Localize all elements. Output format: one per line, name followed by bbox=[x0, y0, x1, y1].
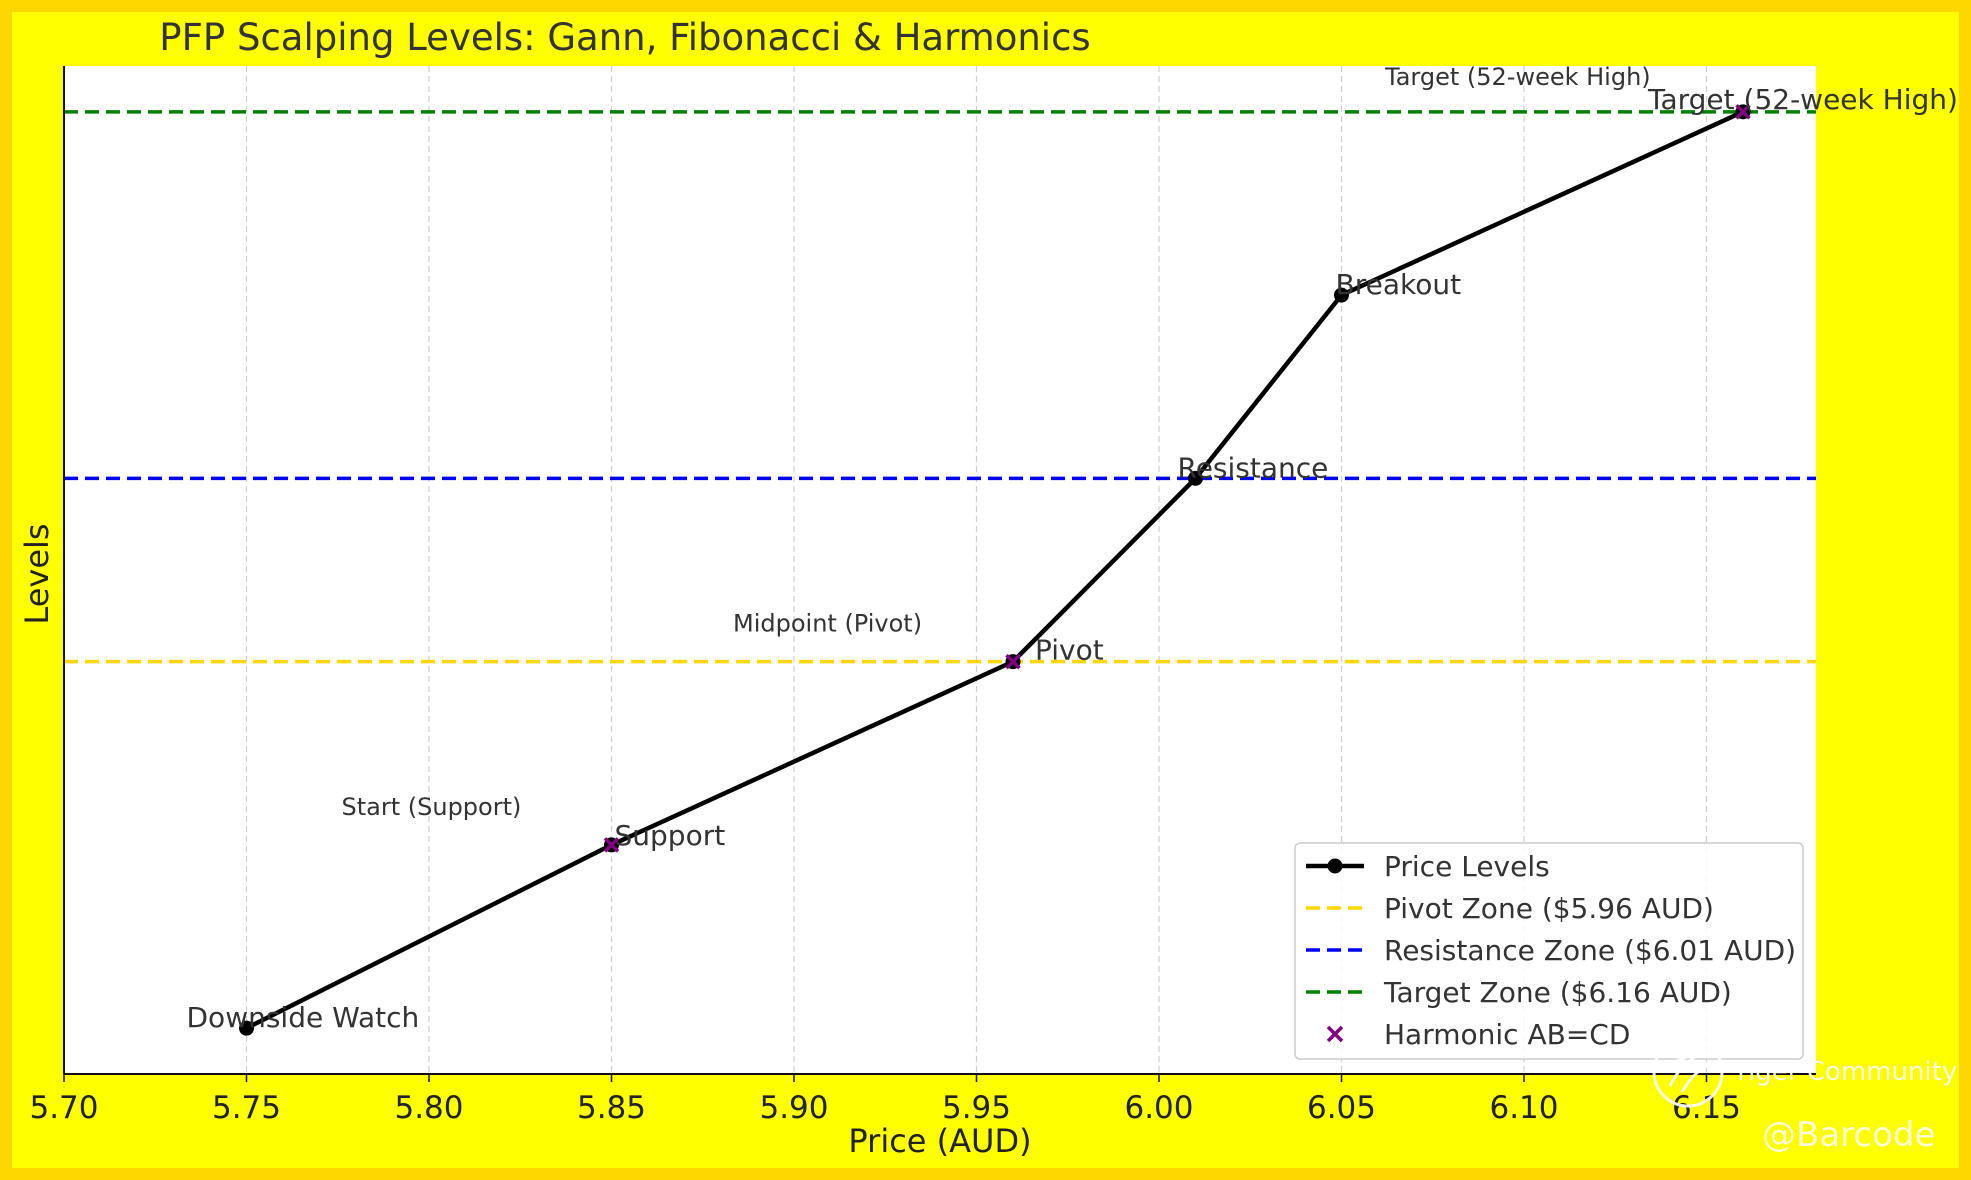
price-levels-line bbox=[245, 109, 1744, 1031]
legend-box bbox=[1294, 842, 1804, 1060]
legend-label: Target Zone ($6.16 AUD) bbox=[1383, 976, 1732, 1009]
price-level-point bbox=[1188, 470, 1203, 486]
legend-swatch-marker bbox=[1327, 858, 1343, 874]
tiger-community-icon bbox=[1652, 1036, 1724, 1108]
x-tick-label: 5.95 bbox=[942, 1090, 1011, 1126]
point-label: Resistance bbox=[1178, 451, 1329, 484]
price-level-point bbox=[1334, 287, 1349, 303]
harmonic-annotation: Target (52-week High) bbox=[1384, 63, 1651, 91]
watermark-handle: @Barcode bbox=[1762, 1115, 1935, 1155]
harmonic-marker bbox=[1005, 653, 1021, 670]
harmonic-marker-stroke bbox=[1735, 104, 1751, 120]
price-level-point bbox=[239, 1020, 254, 1036]
point-label: Breakout bbox=[1336, 268, 1462, 301]
x-tick-label: 6.00 bbox=[1124, 1090, 1193, 1126]
zone-lines bbox=[64, 110, 1816, 664]
x-tick-label: 5.70 bbox=[29, 1090, 98, 1126]
legend-item: Pivot Zone ($5.96 AUD) bbox=[1306, 892, 1714, 925]
harmonic-marker bbox=[603, 837, 620, 853]
data-labels: Downside Watch Support Pivot Resistance Brea… bbox=[187, 63, 1958, 1034]
point-label: Downside Watch bbox=[187, 1001, 420, 1034]
point-label: Pivot bbox=[1035, 634, 1104, 667]
legend-item: Harmonic AB=CD bbox=[1326, 1018, 1630, 1051]
watermark-brand: Tiger Community bbox=[1732, 1057, 1957, 1087]
legend-swatch bbox=[1326, 1025, 1344, 1043]
harmonic-marker-stroke bbox=[1005, 653, 1021, 670]
x-axis-title: Price (AUD) bbox=[848, 1122, 1031, 1160]
x-ticks: 5.70 5.75 5.80 5.85 5.90 5.95 6.00 6.05 6.10 6.15 bbox=[29, 1074, 1741, 1126]
x-tick-label: 6.10 bbox=[1489, 1090, 1558, 1126]
legend-label: Price Levels bbox=[1384, 850, 1550, 883]
legend-item: Target Zone ($6.16 AUD) bbox=[1306, 976, 1732, 1009]
y-axis-title: Levels bbox=[18, 523, 56, 624]
watermark: Tiger Community @Barcode bbox=[1652, 1036, 1957, 1155]
point-label: Target (52-week High) bbox=[1647, 83, 1958, 116]
x-tick-label: 6.15 bbox=[1672, 1090, 1741, 1126]
harmonic-annotation: Midpoint (Pivot) bbox=[733, 610, 922, 638]
price-levels-series bbox=[239, 104, 1751, 1036]
legend-item: Resistance Zone ($6.01 AUD) bbox=[1306, 934, 1796, 967]
legend-item: Price Levels bbox=[1306, 850, 1550, 883]
harmonic-annotation: Start (Support) bbox=[342, 793, 522, 821]
x-tick-label: 6.05 bbox=[1307, 1090, 1376, 1126]
chart-title: PFP Scalping Levels: Gann, Fibonacci & H… bbox=[159, 16, 1090, 59]
legend: Price Levels Pivot Zone ($5.96 AUD) Resist… bbox=[1294, 842, 1804, 1060]
harmonic-marker bbox=[1735, 104, 1751, 120]
point-label: Support bbox=[615, 819, 726, 852]
x-tick-label: 5.75 bbox=[212, 1090, 281, 1126]
x-tick-label: 5.90 bbox=[759, 1090, 828, 1126]
x-tick-label: 5.80 bbox=[394, 1090, 463, 1126]
x-tick-label: 5.85 bbox=[577, 1090, 646, 1126]
legend-label: Harmonic AB=CD bbox=[1384, 1018, 1630, 1051]
legend-label: Resistance Zone ($6.01 AUD) bbox=[1384, 934, 1796, 967]
legend-label: Pivot Zone ($5.96 AUD) bbox=[1384, 892, 1714, 925]
harmonic-marker-stroke bbox=[603, 837, 620, 853]
